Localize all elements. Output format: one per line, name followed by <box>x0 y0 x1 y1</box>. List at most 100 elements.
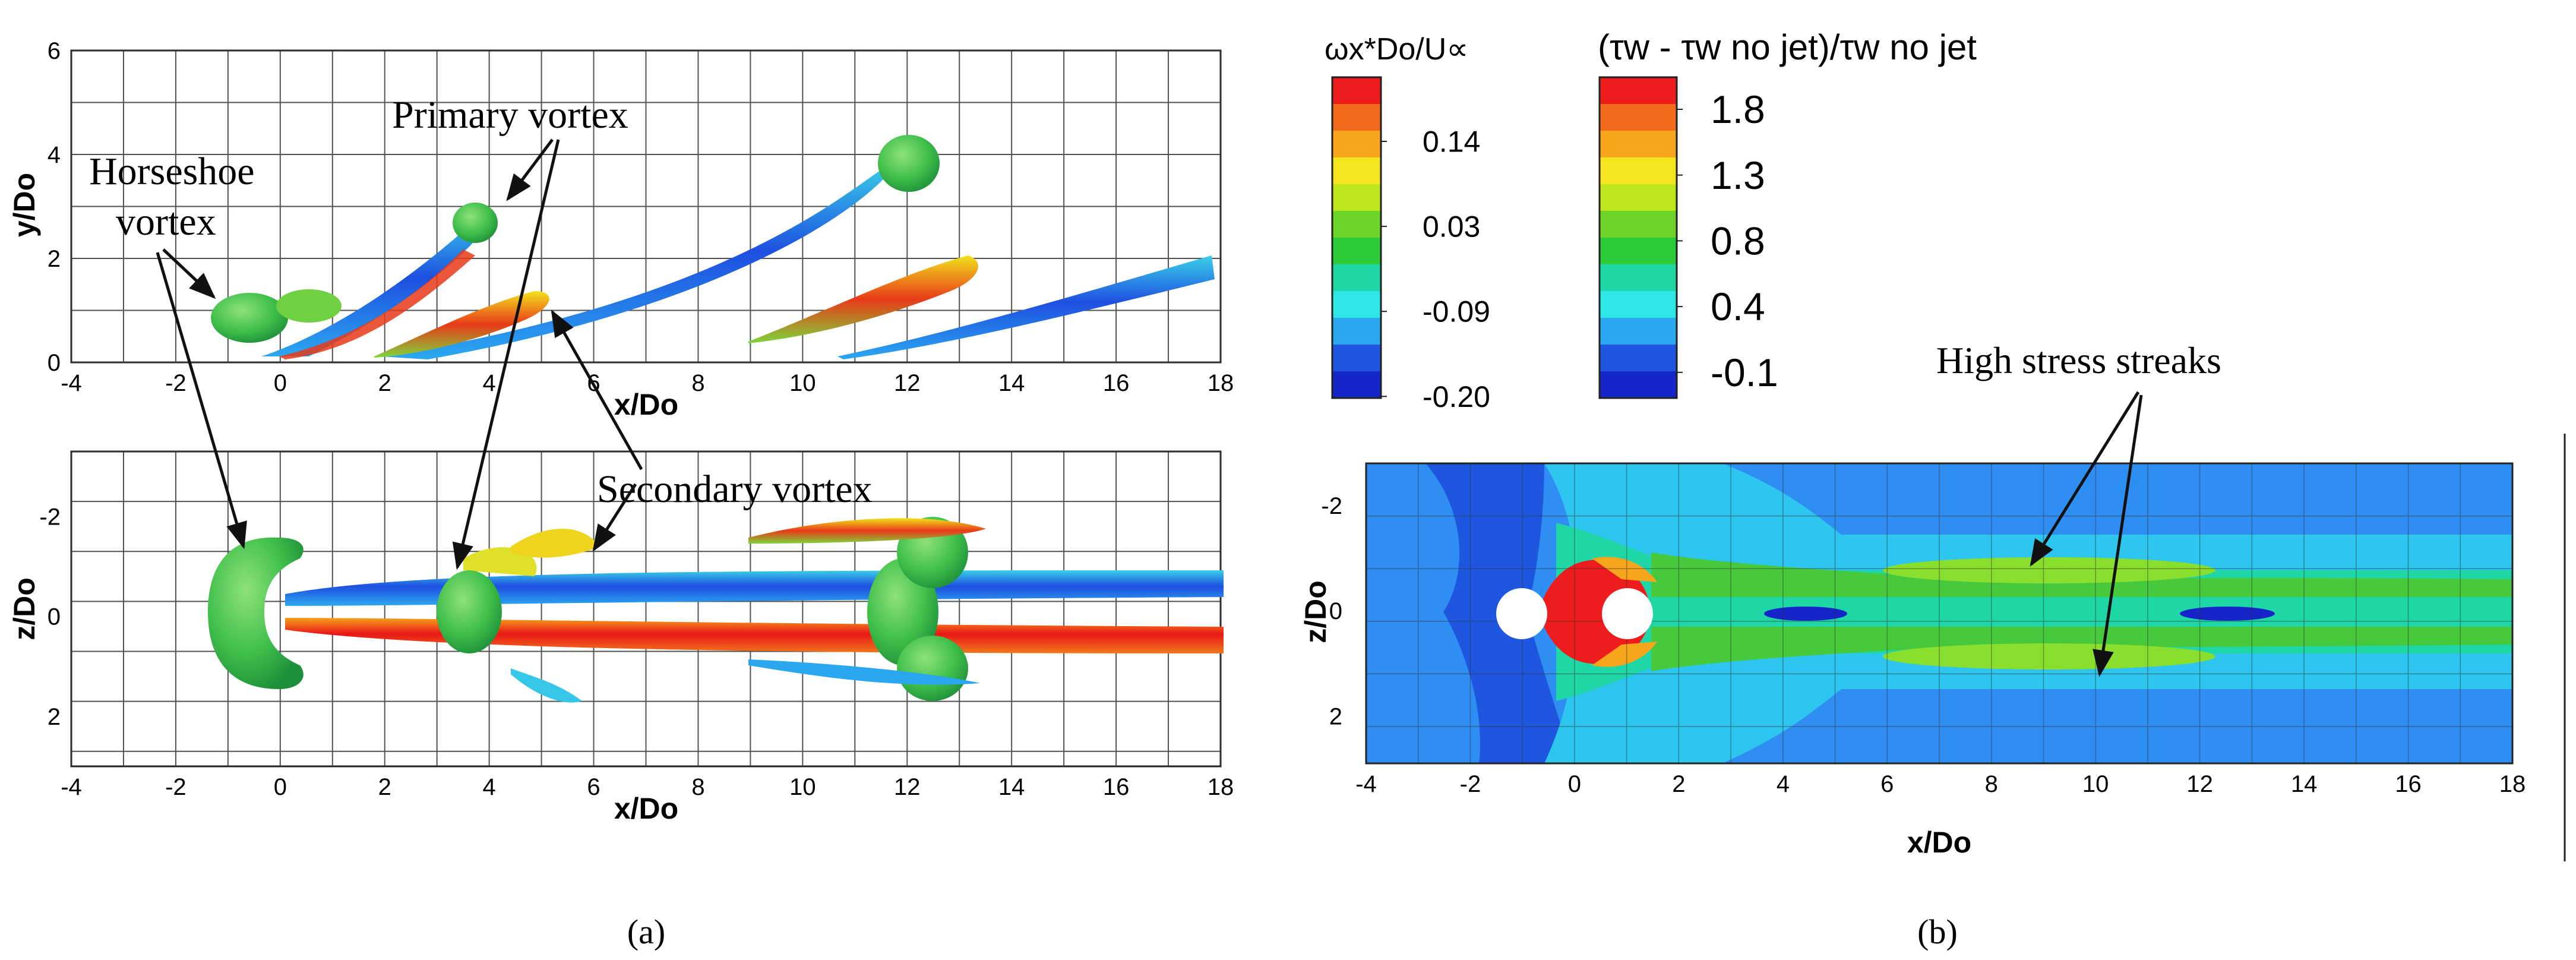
panel-b-x-tick: 4 <box>1777 771 1790 797</box>
vorticity-colorbar-swatch <box>1332 318 1381 345</box>
panel-b-y-ticks: -2 0 2 <box>1321 493 1342 730</box>
shear-colorbar-swatch <box>1600 291 1677 318</box>
panel-a-top-x-tick: 8 <box>691 370 704 396</box>
panel-a-bottom-x-tick: 8 <box>691 774 704 800</box>
panel-b-ylabel: z/Do <box>1299 580 1332 643</box>
panel-a-top-x-tick: 10 <box>789 370 816 396</box>
vorticity-colorbar-swatch <box>1332 131 1381 158</box>
shear-colorbar-tick: 0.8 <box>1711 219 1765 263</box>
panel-b-x-tick: 16 <box>2395 771 2422 797</box>
arrow-primary-top <box>506 138 554 201</box>
annotation-arrows <box>156 138 2143 677</box>
panel-b-x-tick: 0 <box>1568 771 1581 797</box>
panel-a-bottom-x-tick: 14 <box>998 774 1025 800</box>
panel-a-top-y-tick: 6 <box>48 38 61 64</box>
vorticity-colorbar-swatch <box>1332 291 1381 318</box>
panel-b-x-tick: 18 <box>2499 771 2526 797</box>
vorticity-colorbar-title: ωx*Do/U∝ <box>1325 32 1468 67</box>
shear-colorbar-swatch <box>1600 345 1677 372</box>
shear-colorbar-tick: 0.4 <box>1711 285 1765 329</box>
panel-a-bottom-x-tick: 16 <box>1103 774 1130 800</box>
vorticity-colorbar: ωx*Do/U∝ 0.14 0.03 -0.09 -0.20 <box>1325 32 1490 413</box>
upstream-jet-hole <box>1496 588 1547 639</box>
panel-b-y-tick: -2 <box>1321 493 1342 519</box>
panel-a-bottom-x-tick: 10 <box>789 774 816 800</box>
panel-a-top-xlabel: x/Do <box>614 388 678 421</box>
vorticity-colorbar-swatch <box>1332 184 1381 211</box>
panel-b-contour-plot <box>1365 462 2514 765</box>
arrow-secondary-top <box>551 310 643 470</box>
panel-a-top-plot <box>70 49 1222 364</box>
vorticity-colorbar-swatch <box>1332 345 1381 372</box>
shear-colorbar-swatch <box>1600 371 1677 399</box>
panel-b-x-tick: 8 <box>1985 771 1998 797</box>
shear-colorbar-swatch <box>1600 318 1677 345</box>
arrow-primary-bottom <box>452 139 560 570</box>
primary-vortex-label: Primary vortex <box>392 93 628 137</box>
primary-vortex-surface-bottom <box>285 517 1224 701</box>
panel-b-y-tick: 0 <box>1329 598 1342 624</box>
panel-a-bottom-xlabel: x/Do <box>614 792 678 825</box>
panel-b-caption: (b) <box>1917 912 1958 951</box>
vorticity-colorbar-swatch <box>1332 104 1381 131</box>
panel-a-bottom-y-tick: -2 <box>39 504 61 530</box>
panel-a-top-y-ticks: 0 2 4 6 <box>48 38 61 376</box>
vorticity-colorbar-swatch <box>1332 264 1381 292</box>
shear-colorbar-swatch <box>1600 184 1677 211</box>
arrow-horseshoe-top <box>162 248 216 299</box>
shear-colorbar-swatch <box>1600 264 1677 292</box>
horseshoe-vortex-surface-bottom <box>208 537 304 689</box>
panel-a-top-x-tick: 0 <box>274 370 287 396</box>
vorticity-colorbar-swatch <box>1332 211 1381 238</box>
panel-a-caption: (a) <box>627 912 665 951</box>
primary-vortex-surface-top <box>261 135 1215 359</box>
panel-a-top-y-tick: 4 <box>48 142 61 168</box>
panel-a-top-ylabel: y/Do <box>8 173 41 237</box>
panel-a-bottom-x-tick: 18 <box>1208 774 1234 800</box>
horseshoe-label-line1: Horseshoe <box>89 150 255 193</box>
panel-b-x-tick: -2 <box>1460 771 1481 797</box>
vorticity-colorbar-swatch <box>1332 157 1381 185</box>
panel-b-xlabel: x/Do <box>1907 826 1971 859</box>
shear-colorbar-title: (τw - τw no jet)/τw no jet <box>1598 27 1977 67</box>
vorticity-colorbar-tick: 0.03 <box>1423 210 1480 244</box>
panel-a-top-x-tick: 14 <box>998 370 1025 396</box>
downstream-jet-hole <box>1602 588 1653 639</box>
panel-a-top-x-tick: 4 <box>483 370 496 396</box>
shear-colorbar-swatch <box>1600 238 1677 265</box>
panel-a-top-x-tick: 12 <box>894 370 921 396</box>
secondary-vortex-label: Secondary vortex <box>597 468 873 511</box>
vorticity-colorbar-tick: -0.09 <box>1423 295 1490 329</box>
panel-a-bottom-x-tick: 6 <box>587 774 600 800</box>
vorticity-colorbar-tick: 0.14 <box>1423 125 1480 159</box>
arrow-horseshoe-bottom <box>156 252 247 550</box>
wall-shear-colorbar: (τw - τw no jet)/τw no jet 1.8 1.3 0.8 0.4 -0… <box>1598 27 1977 399</box>
panel-b-x-tick: 2 <box>1672 771 1685 797</box>
secondary-vortex-surface-top <box>374 255 978 358</box>
panel-a-top-x-tick: 2 <box>378 370 391 396</box>
shear-colorbar-tick: 1.8 <box>1711 87 1765 131</box>
horseshoe-label-line2: vortex <box>116 200 216 244</box>
panel-a-bottom-x-tick: -4 <box>61 774 82 800</box>
arrow-streak-upper <box>2030 391 2140 567</box>
vorticity-colorbar-tick: -0.20 <box>1423 380 1490 413</box>
panel-a-bottom-plot <box>70 450 1224 768</box>
panel-a-top-x-tick: -2 <box>165 370 187 396</box>
panel-a-bottom-x-tick: 0 <box>274 774 287 800</box>
panel-a-top-x-ticks: -4 -2 0 2 4 6 8 10 12 14 16 18 <box>61 370 1234 396</box>
arrow-secondary-bottom <box>592 483 637 552</box>
secondary-vortex-surface-bottom <box>511 518 986 703</box>
panel-a-bottom-ylabel: z/Do <box>8 577 41 640</box>
panel-b-x-ticks: -4 -2 0 2 4 6 8 10 12 14 16 18 <box>1355 771 2526 797</box>
shear-colorbar-swatch <box>1600 104 1677 131</box>
panel-b-x-tick: -4 <box>1355 771 1377 797</box>
shear-colorbar-swatch <box>1600 211 1677 238</box>
high-stress-streaks-label: High stress streaks <box>1936 339 2221 381</box>
panel-a-top-x-tick: 16 <box>1103 370 1130 396</box>
shear-colorbar-swatch <box>1600 157 1677 185</box>
shear-colorbar-tick: 1.3 <box>1711 153 1765 197</box>
panel-a-bottom-y-tick: 0 <box>48 604 61 630</box>
panel-a-bottom-x-tick: -2 <box>165 774 187 800</box>
panel-a-bottom-x-ticks: -4 -2 0 2 4 6 8 10 12 14 16 18 <box>61 774 1234 800</box>
